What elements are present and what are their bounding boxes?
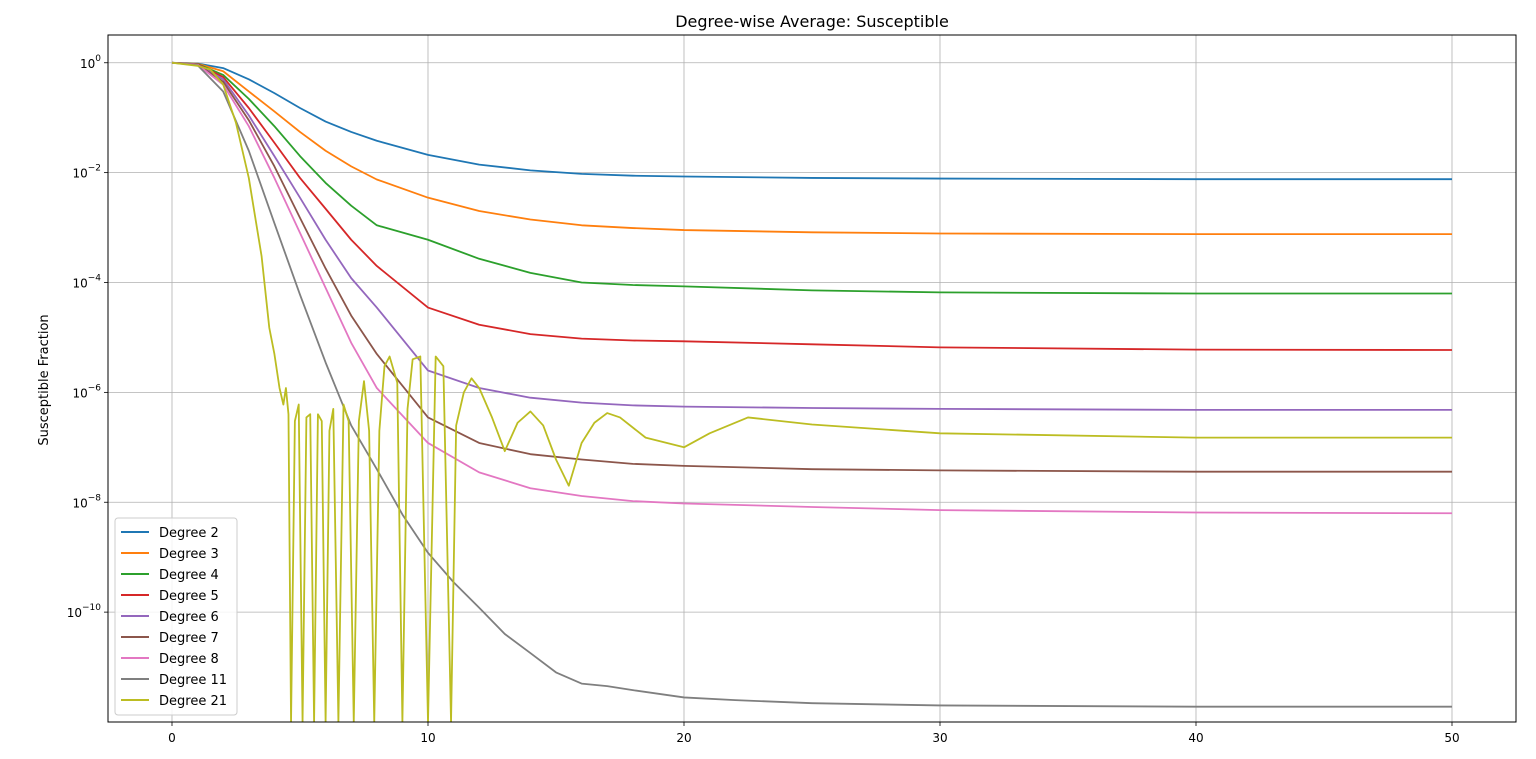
legend-label: Degree 2 xyxy=(159,526,219,541)
grid-lines xyxy=(108,35,1516,722)
series-line-degree-21 xyxy=(171,61,1452,722)
series-line-degree-3 xyxy=(171,61,1452,236)
series-line-degree-11 xyxy=(171,61,1452,708)
series-line-degree-7 xyxy=(171,61,1452,473)
legend-label: Degree 7 xyxy=(159,631,219,646)
chart-title: Degree-wise Average: Susceptible xyxy=(675,12,949,31)
series-lines xyxy=(171,61,1453,722)
legend-label: Degree 8 xyxy=(159,652,219,667)
x-tick-label: 40 xyxy=(1188,731,1203,745)
x-tick-label: 0 xyxy=(168,731,176,745)
series-line-degree-8 xyxy=(171,61,1453,515)
legend: Degree 2 Degree 3 Degree 4 Degree 5 Degree 6… xyxy=(114,517,238,716)
y-tick-label: 100 xyxy=(80,54,101,71)
y-tick-label: 10−4 xyxy=(72,274,101,291)
legend-label: Degree 4 xyxy=(159,568,219,583)
y-tick-label: 10−8 xyxy=(72,493,101,510)
legend-label: Degree 5 xyxy=(159,589,219,604)
axis-ticks: 0 10 20 30 40 50 100 10−2 10−4 10−6 10−8 10−10 xyxy=(67,54,1460,745)
y-tick-label: 10−2 xyxy=(72,164,101,181)
series-line-degree-5 xyxy=(171,61,1453,351)
series-line-degree-4 xyxy=(171,61,1452,295)
legend-label: Degree 6 xyxy=(159,610,219,625)
legend-label: Degree 21 xyxy=(159,694,227,709)
series-line-degree-2 xyxy=(171,61,1452,181)
legend-box xyxy=(114,517,238,716)
series-line-degree-6 xyxy=(171,61,1452,411)
y-tick-label: 10−6 xyxy=(72,383,101,400)
y-axis-label: Susceptible Fraction xyxy=(37,314,52,445)
legend-label: Degree 11 xyxy=(159,673,227,688)
y-tick-label: 10−10 xyxy=(67,603,102,620)
x-tick-label: 30 xyxy=(932,731,947,745)
x-tick-label: 20 xyxy=(676,731,691,745)
legend-label: Degree 3 xyxy=(159,547,219,562)
plot-frame xyxy=(107,34,1517,723)
x-tick-label: 10 xyxy=(420,731,435,745)
x-tick-label: 50 xyxy=(1444,731,1459,745)
